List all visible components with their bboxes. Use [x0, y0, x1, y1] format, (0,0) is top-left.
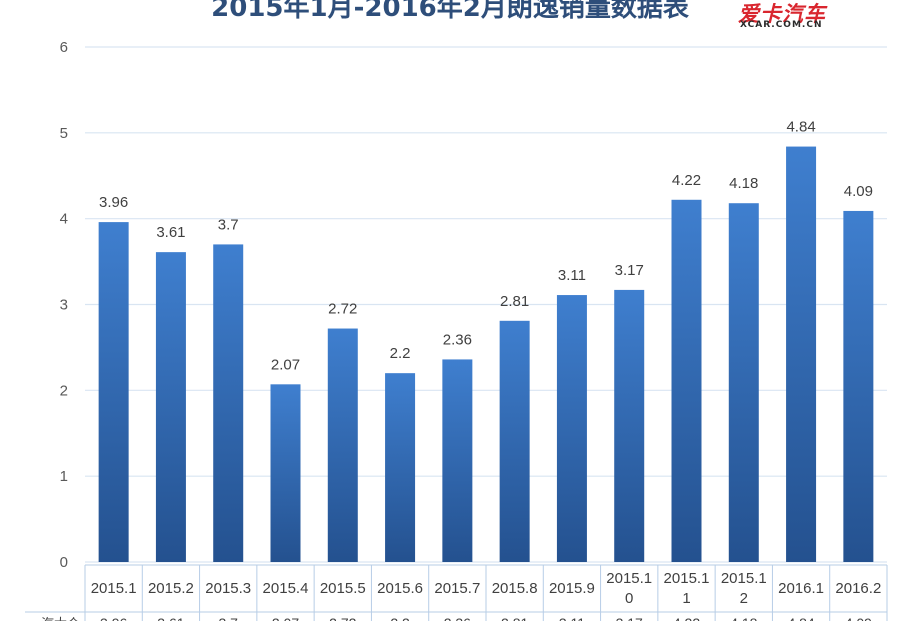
bar — [556, 295, 587, 562]
data-label: 2.36 — [443, 331, 472, 348]
data-label: 4.84 — [786, 119, 815, 136]
data-label: 4.18 — [729, 175, 758, 192]
data-label: 3.7 — [218, 216, 239, 233]
category-label: 2015.3 — [205, 580, 251, 597]
table-value: 2.36 — [444, 615, 471, 621]
category-label: 2015.5 — [320, 580, 366, 597]
category-label: 2015.7 — [434, 580, 480, 597]
bar — [385, 373, 416, 562]
data-label: 2.81 — [500, 293, 529, 310]
bars — [98, 146, 874, 563]
data-labels: 3.96 3.61 3.7 2.07 2.72 2.2 2.36 2.81 3.11 3.17 4.… — [99, 119, 873, 374]
table-value: 3.61 — [157, 615, 184, 621]
table-value: 3.11 — [559, 615, 585, 621]
data-label: 3.61 — [156, 224, 185, 241]
bar — [786, 146, 817, 563]
y-tick-label: 2 — [60, 382, 68, 399]
data-label: 4.22 — [672, 172, 701, 189]
bar — [327, 328, 358, 562]
y-tick-label: 0 — [60, 554, 68, 571]
series-row-label: 一汽大众 — [28, 617, 80, 621]
bar — [499, 320, 530, 562]
logo-subtext: XCAR.COM.CN — [740, 20, 823, 30]
data-table: 2015.1 3.96 2015.2 3.61 2015.3 3.7 2015.4 2.07 2… — [25, 564, 888, 621]
bar — [270, 384, 301, 562]
bar — [671, 199, 702, 563]
data-label: 3.11 — [558, 267, 586, 284]
data-label: 3.17 — [615, 262, 644, 279]
data-label: 2.07 — [271, 356, 300, 373]
category-label: 2 — [740, 590, 748, 607]
table-value: 2.72 — [329, 615, 356, 621]
y-tick-label: 1 — [60, 468, 68, 485]
bar — [843, 210, 874, 563]
data-label: 4.09 — [844, 183, 873, 200]
table-value: 4.18 — [730, 615, 757, 621]
y-tick-label: 3 — [60, 297, 68, 314]
bar — [213, 244, 244, 562]
table-value: 3.96 — [100, 615, 127, 621]
table-value: 3.17 — [616, 615, 643, 621]
data-label: 2.2 — [390, 345, 411, 362]
table-value: 2.2 — [390, 615, 410, 621]
category-label: 2015.8 — [492, 580, 538, 597]
category-label: 2015.9 — [549, 580, 595, 597]
logo-text: 爱卡汽车 — [738, 2, 826, 26]
table-value: 2.07 — [272, 615, 299, 621]
bar — [155, 252, 186, 562]
category-label: 2015.1 — [91, 580, 137, 597]
table-value: 4.84 — [787, 615, 814, 621]
chart-title: 2015年1月-2016年2月朗逸销量数据表 — [211, 0, 689, 23]
y-tick-label: 6 — [60, 39, 68, 56]
category-label: 1 — [682, 590, 690, 607]
y-tick-label: 5 — [60, 125, 68, 142]
category-label: 2016.1 — [778, 580, 824, 597]
data-label: 3.96 — [99, 194, 128, 211]
category-label: 2015.4 — [263, 580, 309, 597]
bar — [614, 289, 645, 562]
bar — [728, 203, 759, 562]
category-label: 2015.1 — [664, 570, 710, 587]
category-label: 2015.2 — [148, 580, 194, 597]
bar — [442, 359, 473, 562]
table-value: 4.09 — [845, 615, 872, 621]
category-label: 0 — [625, 590, 633, 607]
category-label: 2015.6 — [377, 580, 423, 597]
category-label: 2016.2 — [835, 580, 881, 597]
category-label: 2015.1 — [606, 570, 652, 587]
table-value: 3.7 — [218, 615, 238, 621]
y-tick-label: 4 — [60, 211, 68, 228]
table-value: 2.81 — [501, 615, 528, 621]
y-axis-ticks: 0 1 2 3 4 5 6 — [60, 39, 68, 571]
category-label: 2015.1 — [721, 570, 767, 587]
table-value: 4.22 — [673, 615, 700, 621]
data-label: 2.72 — [328, 301, 357, 318]
gridlines — [85, 46, 887, 563]
xcar-logo: 爱卡汽车 XCAR.COM.CN — [738, 0, 850, 34]
bar — [98, 222, 129, 562]
